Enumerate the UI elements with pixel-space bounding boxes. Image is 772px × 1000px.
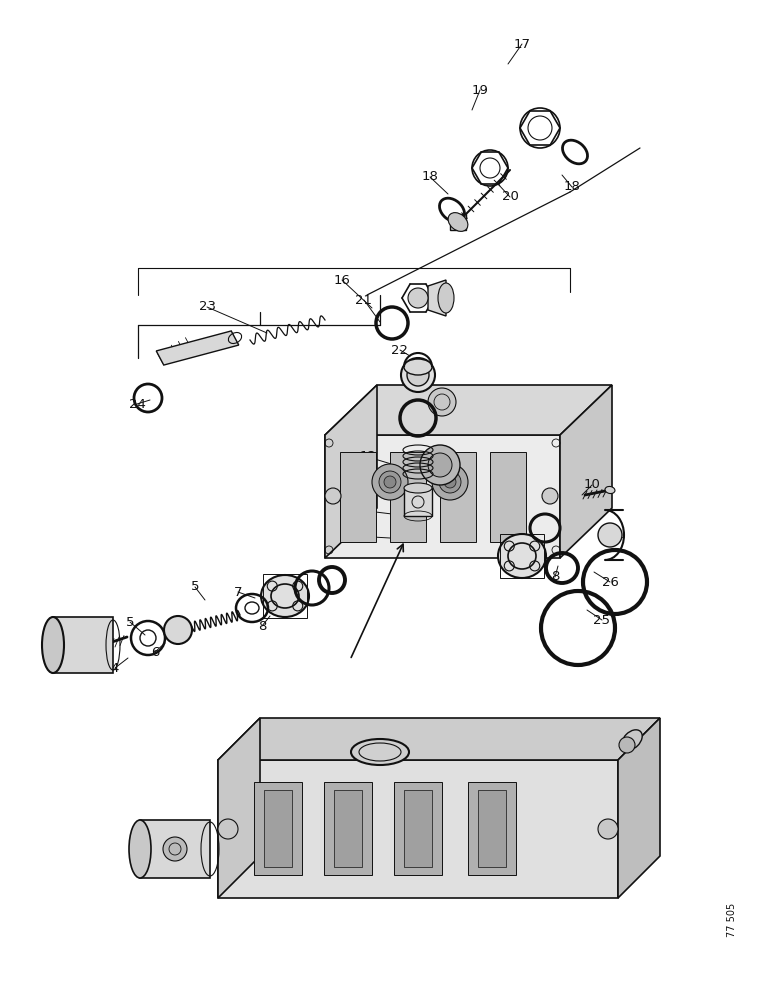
Text: 13: 13 — [355, 478, 373, 490]
Polygon shape — [428, 280, 446, 316]
Circle shape — [598, 523, 622, 547]
Polygon shape — [324, 782, 372, 875]
Text: 26: 26 — [601, 576, 618, 588]
Circle shape — [444, 476, 456, 488]
Polygon shape — [218, 718, 260, 898]
Text: 7: 7 — [504, 544, 513, 556]
Circle shape — [428, 388, 456, 416]
Text: 11: 11 — [608, 528, 625, 540]
Polygon shape — [560, 385, 612, 558]
Circle shape — [428, 453, 452, 477]
Circle shape — [432, 464, 468, 500]
Text: 18: 18 — [564, 180, 581, 194]
Circle shape — [598, 819, 618, 839]
Polygon shape — [440, 452, 476, 542]
Text: 12: 12 — [360, 450, 377, 464]
Ellipse shape — [448, 213, 468, 231]
Polygon shape — [254, 782, 302, 875]
Circle shape — [439, 471, 461, 493]
Polygon shape — [325, 385, 612, 435]
Polygon shape — [325, 435, 560, 558]
Text: 17: 17 — [513, 37, 530, 50]
Polygon shape — [618, 718, 660, 898]
Text: 19: 19 — [472, 84, 489, 97]
Circle shape — [420, 445, 460, 485]
Text: 18: 18 — [422, 170, 438, 184]
Ellipse shape — [404, 483, 432, 493]
Text: 1: 1 — [286, 838, 294, 852]
Polygon shape — [140, 820, 210, 878]
Text: 2: 2 — [68, 658, 76, 672]
Text: 21: 21 — [355, 294, 373, 306]
Polygon shape — [404, 488, 432, 516]
Text: 9: 9 — [291, 597, 300, 610]
Ellipse shape — [498, 534, 546, 578]
Circle shape — [163, 837, 187, 861]
Ellipse shape — [351, 739, 409, 765]
Polygon shape — [394, 782, 442, 875]
Text: 8: 8 — [550, 570, 559, 584]
Ellipse shape — [404, 359, 432, 375]
Polygon shape — [218, 760, 618, 898]
Text: 25: 25 — [594, 613, 611, 626]
Text: 4: 4 — [111, 662, 119, 674]
Circle shape — [218, 819, 238, 839]
Ellipse shape — [621, 730, 642, 750]
Ellipse shape — [407, 364, 429, 386]
Polygon shape — [218, 718, 660, 760]
Polygon shape — [450, 214, 466, 230]
Circle shape — [384, 476, 396, 488]
Text: 22: 22 — [391, 344, 408, 357]
Text: 5: 5 — [126, 615, 134, 629]
Text: 20: 20 — [502, 190, 519, 204]
Ellipse shape — [605, 486, 615, 494]
Text: 7: 7 — [234, 585, 242, 598]
Text: 23: 23 — [198, 300, 215, 314]
Ellipse shape — [164, 616, 192, 644]
Polygon shape — [264, 790, 292, 867]
Ellipse shape — [438, 283, 454, 313]
Text: 5: 5 — [191, 580, 199, 593]
Text: 77 505: 77 505 — [727, 903, 737, 937]
Polygon shape — [334, 790, 362, 867]
Polygon shape — [340, 452, 376, 542]
Ellipse shape — [401, 358, 435, 392]
Ellipse shape — [42, 617, 64, 673]
Text: 8: 8 — [258, 619, 266, 633]
Ellipse shape — [129, 820, 151, 878]
Text: 3: 3 — [52, 626, 61, 639]
Circle shape — [379, 471, 401, 493]
Text: 6: 6 — [151, 646, 159, 658]
Text: 9: 9 — [516, 526, 524, 538]
Polygon shape — [468, 782, 516, 875]
Circle shape — [619, 737, 635, 753]
Circle shape — [408, 288, 428, 308]
Circle shape — [372, 464, 408, 500]
Polygon shape — [404, 790, 432, 867]
Polygon shape — [490, 452, 526, 542]
Text: 24: 24 — [129, 397, 145, 410]
Polygon shape — [325, 385, 377, 558]
Polygon shape — [478, 790, 506, 867]
Text: 15: 15 — [347, 530, 364, 542]
Polygon shape — [156, 331, 239, 365]
Text: 10: 10 — [584, 479, 601, 491]
Circle shape — [542, 488, 558, 504]
Text: 14: 14 — [350, 504, 367, 516]
Polygon shape — [390, 452, 426, 542]
Circle shape — [325, 488, 341, 504]
Text: 16: 16 — [334, 273, 350, 286]
Polygon shape — [53, 617, 113, 673]
Ellipse shape — [261, 575, 309, 617]
